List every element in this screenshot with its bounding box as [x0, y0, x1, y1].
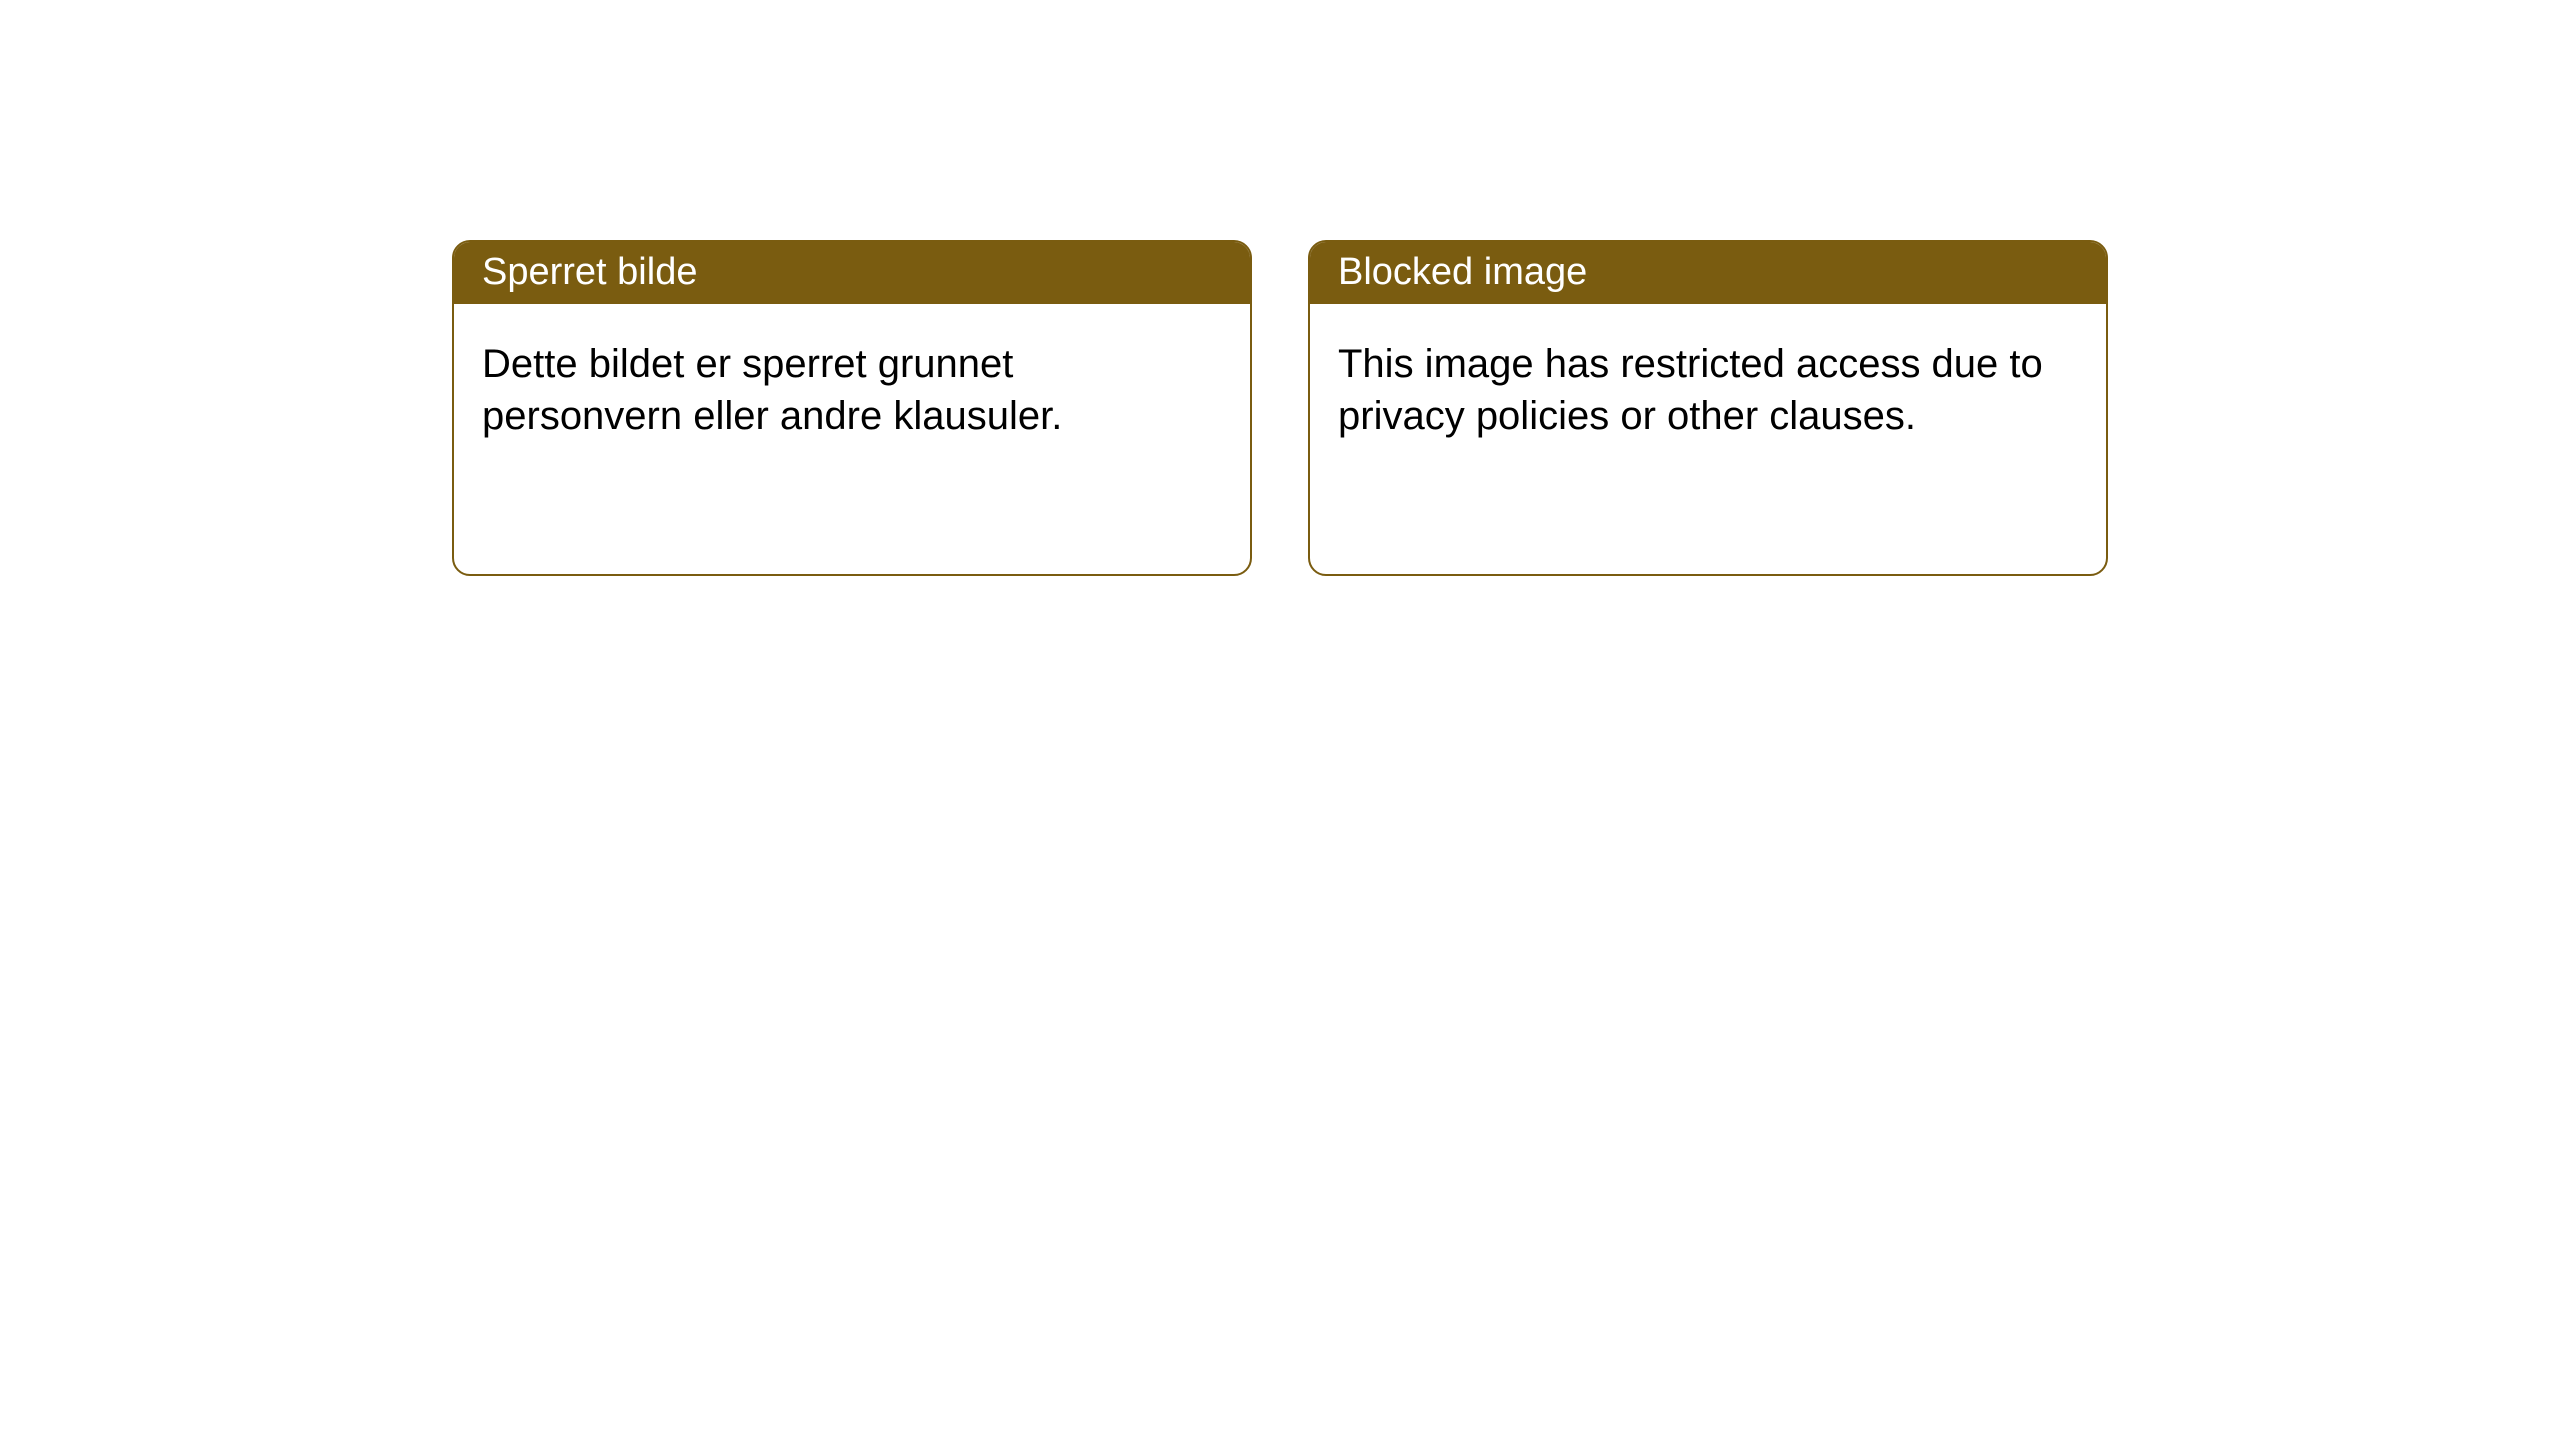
card-body-text: This image has restricted access due to …: [1338, 342, 2043, 438]
blocked-image-card-no: Sperret bilde Dette bildet er sperret gr…: [452, 240, 1252, 576]
cards-container: Sperret bilde Dette bildet er sperret gr…: [452, 240, 2108, 576]
card-header: Blocked image: [1310, 242, 2106, 304]
card-header: Sperret bilde: [454, 242, 1250, 304]
blocked-image-card-en: Blocked image This image has restricted …: [1308, 240, 2108, 576]
card-title: Sperret bilde: [482, 251, 697, 293]
card-body-text: Dette bildet er sperret grunnet personve…: [482, 342, 1062, 438]
card-body: This image has restricted access due to …: [1310, 304, 2106, 476]
card-body: Dette bildet er sperret grunnet personve…: [454, 304, 1250, 476]
card-title: Blocked image: [1338, 251, 1587, 293]
